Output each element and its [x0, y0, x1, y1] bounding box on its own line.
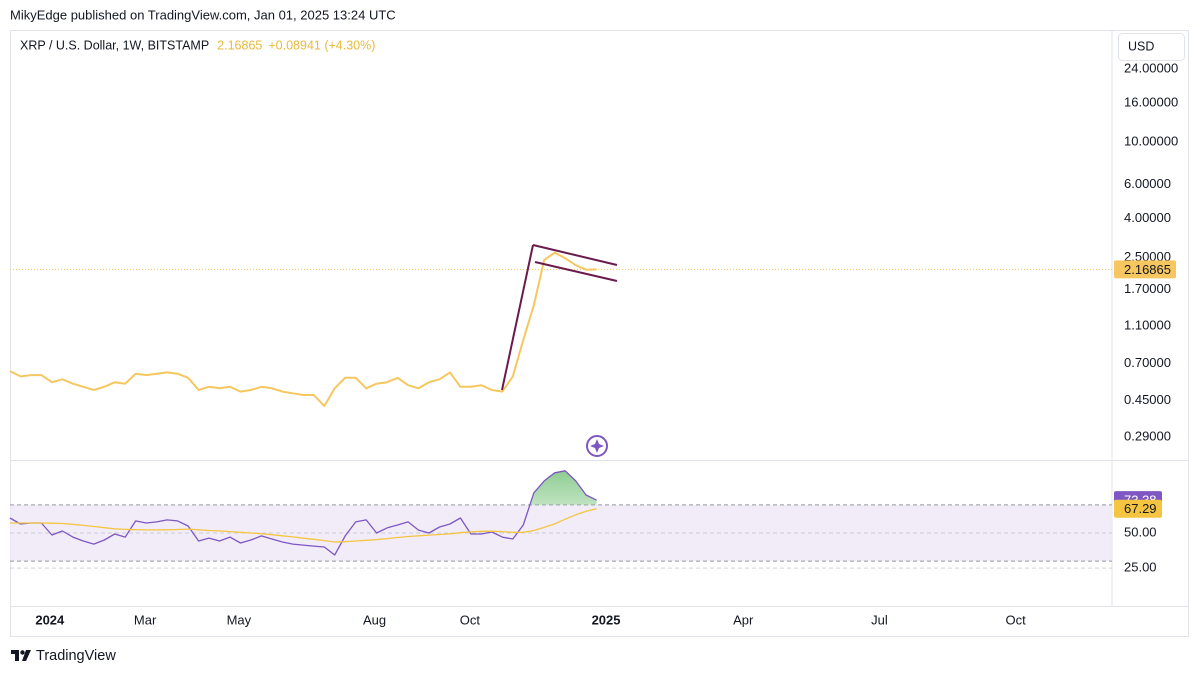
y-tick-label: 0.70000 — [1124, 355, 1171, 370]
x-tick-label: Oct — [1006, 612, 1027, 627]
x-tick-label: 2025 — [592, 612, 621, 627]
x-tick-label: Apr — [733, 612, 754, 627]
x-tick-label: 2024 — [35, 612, 65, 627]
x-tick-label: Oct — [460, 612, 481, 627]
y-tick-label: 2.50000 — [1124, 249, 1171, 264]
x-tick-label: Mar — [134, 612, 157, 627]
brand-logo — [11, 650, 31, 661]
y-tick-label: 10.00000 — [1124, 134, 1178, 149]
y-tick-label: 16.00000 — [1124, 94, 1178, 109]
x-tick-label: Aug — [363, 612, 386, 627]
flag-upper — [532, 244, 618, 266]
y-tick-label: 50.00 — [1124, 524, 1157, 539]
y-tick-label: 4.00000 — [1124, 210, 1171, 225]
brand-name: TradingView — [36, 648, 116, 664]
y-tick-label: 0.45000 — [1124, 392, 1171, 407]
y-tick-label: 1.10000 — [1124, 317, 1171, 332]
y-tick-label: 25.00 — [1124, 560, 1157, 575]
series-line — [9, 470, 597, 556]
currency-label: USD — [1128, 39, 1154, 53]
overbought-fill — [10, 470, 597, 505]
last-value-box — [1114, 260, 1176, 279]
plot-area — [9, 251, 1112, 569]
flag-pole — [501, 244, 534, 391]
flag-drawing — [501, 244, 618, 391]
series-line — [9, 251, 597, 408]
header-change: +0.08941 (+4.30%) — [268, 38, 375, 52]
last-value-label: 67.29 — [1124, 501, 1157, 516]
series-line — [10, 508, 597, 543]
last-value-label: 2.16865 — [1124, 262, 1171, 277]
rsi-band — [10, 504, 1112, 562]
symbol-label: XRP / U.S. Dollar, 1W, BITSTAMP — [20, 38, 209, 52]
x-tick-label: Jul — [871, 612, 888, 627]
y-tick-label: 6.00000 — [1124, 176, 1171, 191]
header-price: 2.16865 — [217, 38, 262, 52]
chart-frame — [10, 30, 1189, 637]
y-tick-label: 0.29000 — [1124, 428, 1171, 443]
currency-button[interactable] — [1118, 33, 1185, 61]
ai-icon[interactable] — [586, 435, 608, 457]
y-tick-label: 1.70000 — [1124, 281, 1171, 296]
y-tick-label: 24.00000 — [1124, 61, 1178, 76]
x-tick-label: May — [227, 612, 252, 627]
last-value-box — [1114, 499, 1162, 518]
flag-lower — [534, 261, 618, 282]
published-line: MikyEdge published on TradingView.com, J… — [10, 7, 396, 22]
